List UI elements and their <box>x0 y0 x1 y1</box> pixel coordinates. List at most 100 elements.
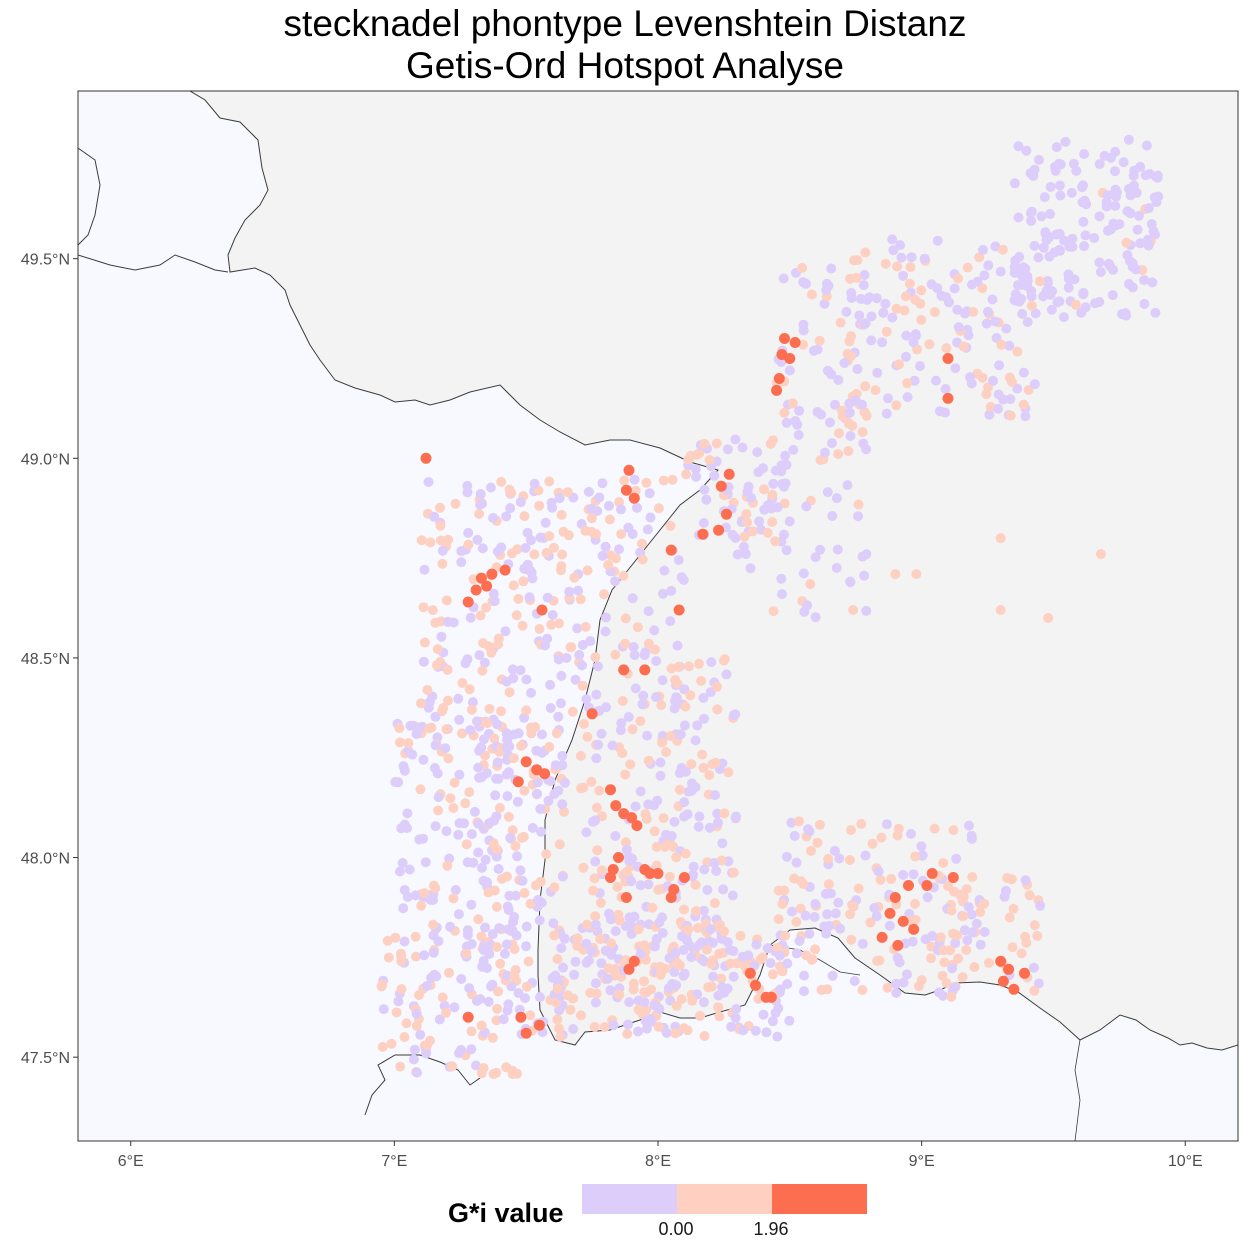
location-point <box>529 549 540 560</box>
location-point <box>891 987 902 998</box>
location-point <box>875 874 886 885</box>
location-point <box>476 1020 487 1031</box>
location-point <box>480 922 491 933</box>
location-point <box>638 690 649 701</box>
location-point <box>770 536 781 547</box>
location-point <box>902 378 913 389</box>
location-point <box>1139 275 1150 286</box>
location-point <box>515 665 526 676</box>
location-point <box>382 935 393 946</box>
hotspot-point <box>947 872 959 883</box>
location-point <box>477 498 487 509</box>
location-point <box>685 450 696 461</box>
location-point <box>532 777 543 788</box>
location-point <box>772 502 783 513</box>
location-point <box>1034 154 1044 165</box>
location-point <box>780 478 791 489</box>
location-point <box>654 917 665 928</box>
hotspot-point <box>665 892 677 903</box>
location-point <box>396 984 407 995</box>
location-point <box>570 674 581 685</box>
location-point <box>841 306 852 317</box>
location-point <box>1005 394 1016 405</box>
location-point <box>934 987 945 998</box>
location-point <box>403 745 414 756</box>
location-point <box>589 873 600 884</box>
location-point <box>473 818 484 829</box>
location-point <box>848 605 859 616</box>
location-point <box>814 819 825 830</box>
y-tick-label: 48.5°N <box>21 651 70 668</box>
location-point <box>779 407 790 418</box>
location-point <box>1006 376 1017 387</box>
location-point <box>894 359 905 370</box>
location-point <box>1130 264 1141 275</box>
location-point <box>567 706 578 717</box>
location-point <box>405 720 416 731</box>
location-point <box>572 623 583 634</box>
location-point <box>601 612 611 623</box>
location-point <box>398 903 409 914</box>
location-point <box>1036 211 1047 222</box>
location-point <box>1022 271 1033 282</box>
location-point <box>428 947 439 958</box>
location-point <box>916 285 927 296</box>
location-point <box>686 952 697 963</box>
location-point <box>640 647 651 658</box>
location-point <box>428 919 439 930</box>
location-point <box>487 1032 498 1043</box>
location-point <box>805 579 816 590</box>
location-point <box>851 272 862 283</box>
location-point <box>521 941 532 952</box>
hotspot-point <box>665 544 677 556</box>
location-point <box>696 675 707 686</box>
location-point <box>591 753 602 764</box>
location-point <box>1123 184 1134 194</box>
location-point <box>590 919 601 930</box>
location-point <box>1008 903 1019 914</box>
location-point <box>751 939 762 950</box>
location-point <box>713 990 724 1001</box>
location-point <box>966 909 977 920</box>
location-point <box>621 867 632 877</box>
location-point <box>603 559 614 570</box>
location-point <box>395 948 406 959</box>
location-point <box>588 885 599 896</box>
location-point <box>823 879 834 890</box>
location-point <box>553 785 564 796</box>
location-point <box>620 638 631 649</box>
location-point <box>822 487 833 498</box>
location-point <box>876 832 887 843</box>
hotspot-point <box>462 1011 474 1023</box>
location-point <box>491 901 502 912</box>
location-point <box>732 549 743 560</box>
location-point <box>710 757 721 768</box>
location-point <box>430 711 441 722</box>
location-point <box>414 990 424 1001</box>
location-point <box>857 427 868 437</box>
location-point <box>578 862 589 873</box>
location-point <box>642 730 653 741</box>
location-point <box>604 514 615 525</box>
location-point <box>614 989 625 1000</box>
location-point <box>501 939 512 950</box>
location-point <box>425 1035 435 1046</box>
location-point <box>690 879 701 890</box>
location-point <box>857 551 868 562</box>
location-point <box>962 935 973 946</box>
location-point <box>815 455 826 465</box>
hotspot-point <box>1008 983 1020 995</box>
location-point <box>641 1023 652 1034</box>
location-point <box>1029 379 1040 390</box>
location-point <box>612 881 623 892</box>
location-point <box>810 944 821 955</box>
location-point <box>963 330 974 341</box>
location-point <box>435 502 445 513</box>
location-point <box>1029 240 1040 251</box>
location-point <box>704 770 715 780</box>
hotspot-point <box>620 484 632 496</box>
location-point <box>623 522 634 533</box>
location-point <box>799 986 809 997</box>
location-point <box>581 827 592 838</box>
location-point <box>531 745 542 756</box>
